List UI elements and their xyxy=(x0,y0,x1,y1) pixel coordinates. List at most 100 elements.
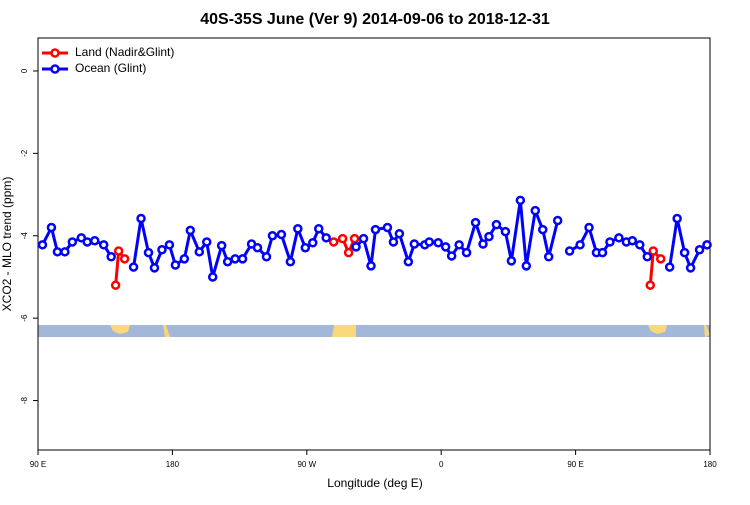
data-point xyxy=(164,240,175,250)
data-point xyxy=(530,205,541,216)
data-point xyxy=(170,260,181,270)
land-shape xyxy=(110,325,130,334)
data-point xyxy=(433,238,443,248)
data-point xyxy=(655,254,666,264)
data-point xyxy=(702,240,712,250)
data-point xyxy=(321,233,331,243)
data-point xyxy=(343,247,354,258)
data-point xyxy=(597,247,608,258)
data-point xyxy=(470,217,481,228)
data-point xyxy=(664,262,675,272)
data-point xyxy=(575,240,585,250)
data-point xyxy=(491,219,502,230)
data-point xyxy=(382,222,393,233)
data-point xyxy=(679,247,690,258)
x-tick-label: 180 xyxy=(166,460,180,469)
data-point xyxy=(424,237,435,247)
data-point xyxy=(149,263,160,273)
data-point xyxy=(506,256,517,266)
data-point xyxy=(300,242,311,253)
data-point xyxy=(285,256,296,267)
data-point xyxy=(128,262,139,272)
data-point xyxy=(293,224,303,234)
legend-marker xyxy=(50,48,60,58)
data-point xyxy=(564,246,575,256)
data-point xyxy=(216,240,227,251)
data-point xyxy=(136,213,146,224)
ocean-band xyxy=(38,325,710,337)
data-point xyxy=(440,242,451,252)
data-point xyxy=(119,254,130,264)
data-point xyxy=(207,272,218,282)
data-point xyxy=(394,228,405,239)
data-point xyxy=(313,224,324,234)
land-shape xyxy=(163,325,170,337)
data-point xyxy=(584,222,594,233)
data-point xyxy=(645,280,656,290)
legend-label: Land (Nadir&Glint) xyxy=(75,45,174,59)
y-tick-label: 0 xyxy=(20,68,29,73)
data-point xyxy=(110,280,121,290)
data-point xyxy=(552,215,563,226)
data-point xyxy=(500,226,511,237)
data-point xyxy=(76,233,87,243)
data-point xyxy=(252,242,263,253)
map-strip xyxy=(38,325,710,337)
data-point xyxy=(185,225,196,236)
data-point xyxy=(446,251,457,261)
y-tick-label: -4 xyxy=(20,232,29,240)
data-point xyxy=(37,240,48,250)
data-point xyxy=(366,261,376,271)
data-point xyxy=(635,240,645,250)
data-point xyxy=(179,254,190,264)
data-point xyxy=(627,235,638,246)
data-point xyxy=(642,252,653,262)
data-point xyxy=(276,229,287,240)
data-point xyxy=(694,245,705,255)
data-point xyxy=(157,245,167,255)
data-point xyxy=(89,235,100,246)
data-point xyxy=(106,252,116,262)
data-point xyxy=(484,231,494,242)
y-tick-label: -8 xyxy=(20,396,29,404)
data-point xyxy=(46,222,57,233)
data-point xyxy=(351,242,361,252)
x-axis-label: Longitude (deg E) xyxy=(327,476,422,490)
data-point xyxy=(143,247,154,258)
chart-title: 40S-35S June (Ver 9) 2014-09-06 to 2018-… xyxy=(200,11,550,28)
data-point xyxy=(60,247,70,257)
data-point xyxy=(267,231,278,241)
data-point xyxy=(409,239,420,249)
data-point xyxy=(261,252,272,262)
data-point xyxy=(672,213,682,224)
data-point xyxy=(454,240,464,250)
data-point xyxy=(308,238,318,248)
data-point xyxy=(222,256,233,267)
data-point xyxy=(515,195,526,206)
data-point xyxy=(543,252,554,262)
data-point xyxy=(337,233,348,244)
data-point xyxy=(237,254,248,264)
data-point xyxy=(388,237,399,247)
data-point xyxy=(685,263,696,273)
data-point xyxy=(328,237,339,247)
legend-marker xyxy=(50,64,60,74)
data-point xyxy=(605,237,615,247)
y-axis-label: XCO2 - MLO trend (ppm) xyxy=(0,177,14,312)
x-tick-label: 90 E xyxy=(30,460,46,469)
land-shape xyxy=(704,325,710,337)
data-point xyxy=(82,237,93,247)
data-point xyxy=(648,246,659,256)
legend-label: Ocean (Glint) xyxy=(75,61,146,75)
y-tick-label: -6 xyxy=(20,314,29,322)
data-point xyxy=(113,246,124,256)
data-point xyxy=(537,224,548,235)
data-point xyxy=(461,247,472,258)
land-shape xyxy=(648,325,667,334)
data-point xyxy=(67,237,78,247)
data-point xyxy=(52,247,63,257)
x-tick-label: 180 xyxy=(703,460,717,469)
data-point xyxy=(614,233,624,243)
